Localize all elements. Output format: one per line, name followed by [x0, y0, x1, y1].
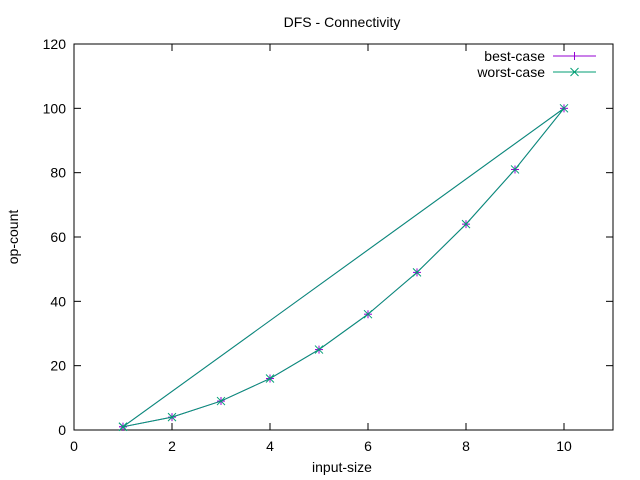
chart-title: DFS - Connectivity: [284, 14, 401, 30]
worst-case-point: [265, 374, 275, 383]
worst-case-point: [559, 103, 569, 113]
marker-stroke: [570, 67, 579, 77]
worst-case-point: [363, 309, 373, 319]
y-axis-label: op-count: [5, 210, 21, 265]
y-tick-label: 40: [50, 293, 66, 309]
worst-case-point: [216, 396, 226, 406]
marker-stroke: [363, 309, 373, 319]
marker-stroke: [412, 268, 422, 277]
marker-stroke: [216, 396, 226, 406]
marker-stroke: [118, 422, 128, 432]
y-tick-label: 120: [43, 36, 67, 52]
marker-stroke: [314, 345, 324, 354]
marker-stroke: [167, 412, 177, 422]
x-tick-label: 6: [364, 438, 372, 454]
legend-item: worst-case: [476, 64, 596, 80]
legend-item: best-case: [484, 48, 596, 64]
x-axis-ticks: 0 2 4 6 8 10: [70, 44, 572, 454]
worst-case-point: [314, 345, 324, 354]
marker-stroke: [559, 103, 569, 113]
x-tick-label: 8: [462, 438, 470, 454]
legend-marker: [570, 67, 579, 77]
worst-case-point: [167, 412, 177, 422]
y-tick-label: 0: [58, 422, 66, 438]
y-tick-label: 60: [50, 229, 66, 245]
plot-frame: [73, 43, 614, 431]
marker-stroke: [461, 219, 471, 229]
x-tick-label: 10: [556, 438, 572, 454]
worst-case-point: [118, 422, 128, 432]
series-layer: [118, 103, 569, 432]
series-worst-case: [118, 103, 569, 432]
worst-case-point: [510, 165, 520, 174]
worst-case-line: [122, 107, 565, 428]
x-axis-label: input-size: [312, 459, 372, 475]
legend-marker: [570, 52, 579, 60]
y-tick-label: 20: [50, 358, 66, 374]
x-tick-label: 0: [70, 438, 78, 454]
legend-label: best-case: [484, 48, 545, 64]
worst-case-point: [461, 219, 471, 229]
marker-stroke: [265, 374, 275, 383]
plot-border: [73, 43, 614, 431]
x-tick-label: 2: [168, 438, 176, 454]
legend-label: worst-case: [476, 64, 545, 80]
y-axis-ticks: 0 20 40 60 80 100 120: [43, 36, 613, 438]
worst-case-point: [412, 268, 422, 277]
y-tick-label: 80: [50, 165, 66, 181]
marker-stroke: [510, 165, 520, 174]
y-tick-label: 100: [43, 100, 67, 116]
x-tick-label: 4: [266, 438, 274, 454]
